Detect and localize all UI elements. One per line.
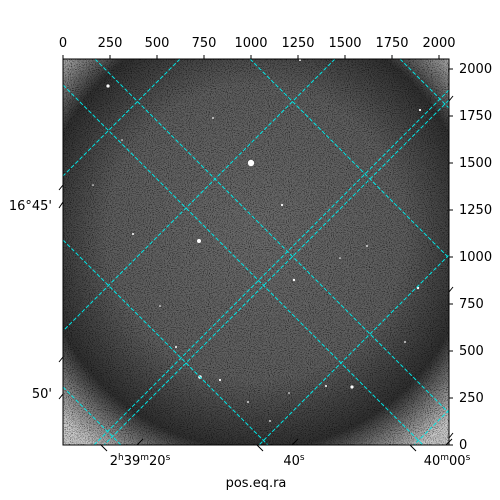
right-tick-label: 0 — [459, 438, 467, 453]
top-tick-label: 2000 — [422, 36, 455, 51]
ra-tick-label: 2h39m20s — [110, 453, 171, 469]
ra-axis: 2h39m20s 40s 40m00s pos.eq.ra — [100, 438, 471, 491]
right-tick-label: 1000 — [459, 250, 492, 265]
top-tick-label: 1250 — [281, 36, 314, 51]
right-tick-label: 750 — [459, 297, 484, 312]
right-tick-label: 500 — [459, 344, 484, 359]
plot-frame — [62, 58, 450, 446]
top-tick-label: 500 — [145, 36, 170, 51]
ra-tick-label: 40s — [283, 453, 305, 469]
right-tick-label: 1750 — [459, 109, 492, 124]
top-tick-label: 1500 — [328, 36, 361, 51]
top-tick-label: 750 — [192, 36, 217, 51]
dec-axis: 16°45' 50' — [9, 184, 64, 402]
dec-tick-label: 50' — [32, 387, 52, 402]
x-axis-label: pos.eq.ra — [226, 476, 287, 491]
top-tick-label: 1000 — [234, 36, 267, 51]
top-tick-label: 1750 — [375, 36, 408, 51]
top-tick-label: 0 — [59, 36, 67, 51]
right-wcs-ticks — [448, 95, 454, 439]
top-pixel-axis: 0 250 500 750 1000 1250 1500 1750 2000 — [59, 36, 456, 59]
right-tick-label: 1500 — [459, 156, 492, 171]
right-tick-label: 2000 — [459, 62, 492, 77]
right-tick-label: 1250 — [459, 203, 492, 218]
coordinate-grid — [63, 59, 449, 445]
astronomical-image — [63, 59, 449, 445]
dec-tick-label: 16°45' — [9, 199, 52, 214]
right-pixel-axis: 0 250 500 750 1000 1250 1500 1750 2000 — [449, 62, 492, 453]
top-tick-label: 250 — [98, 36, 123, 51]
right-tick-label: 250 — [459, 391, 484, 406]
ra-tick-label: 40m00s — [424, 453, 471, 469]
